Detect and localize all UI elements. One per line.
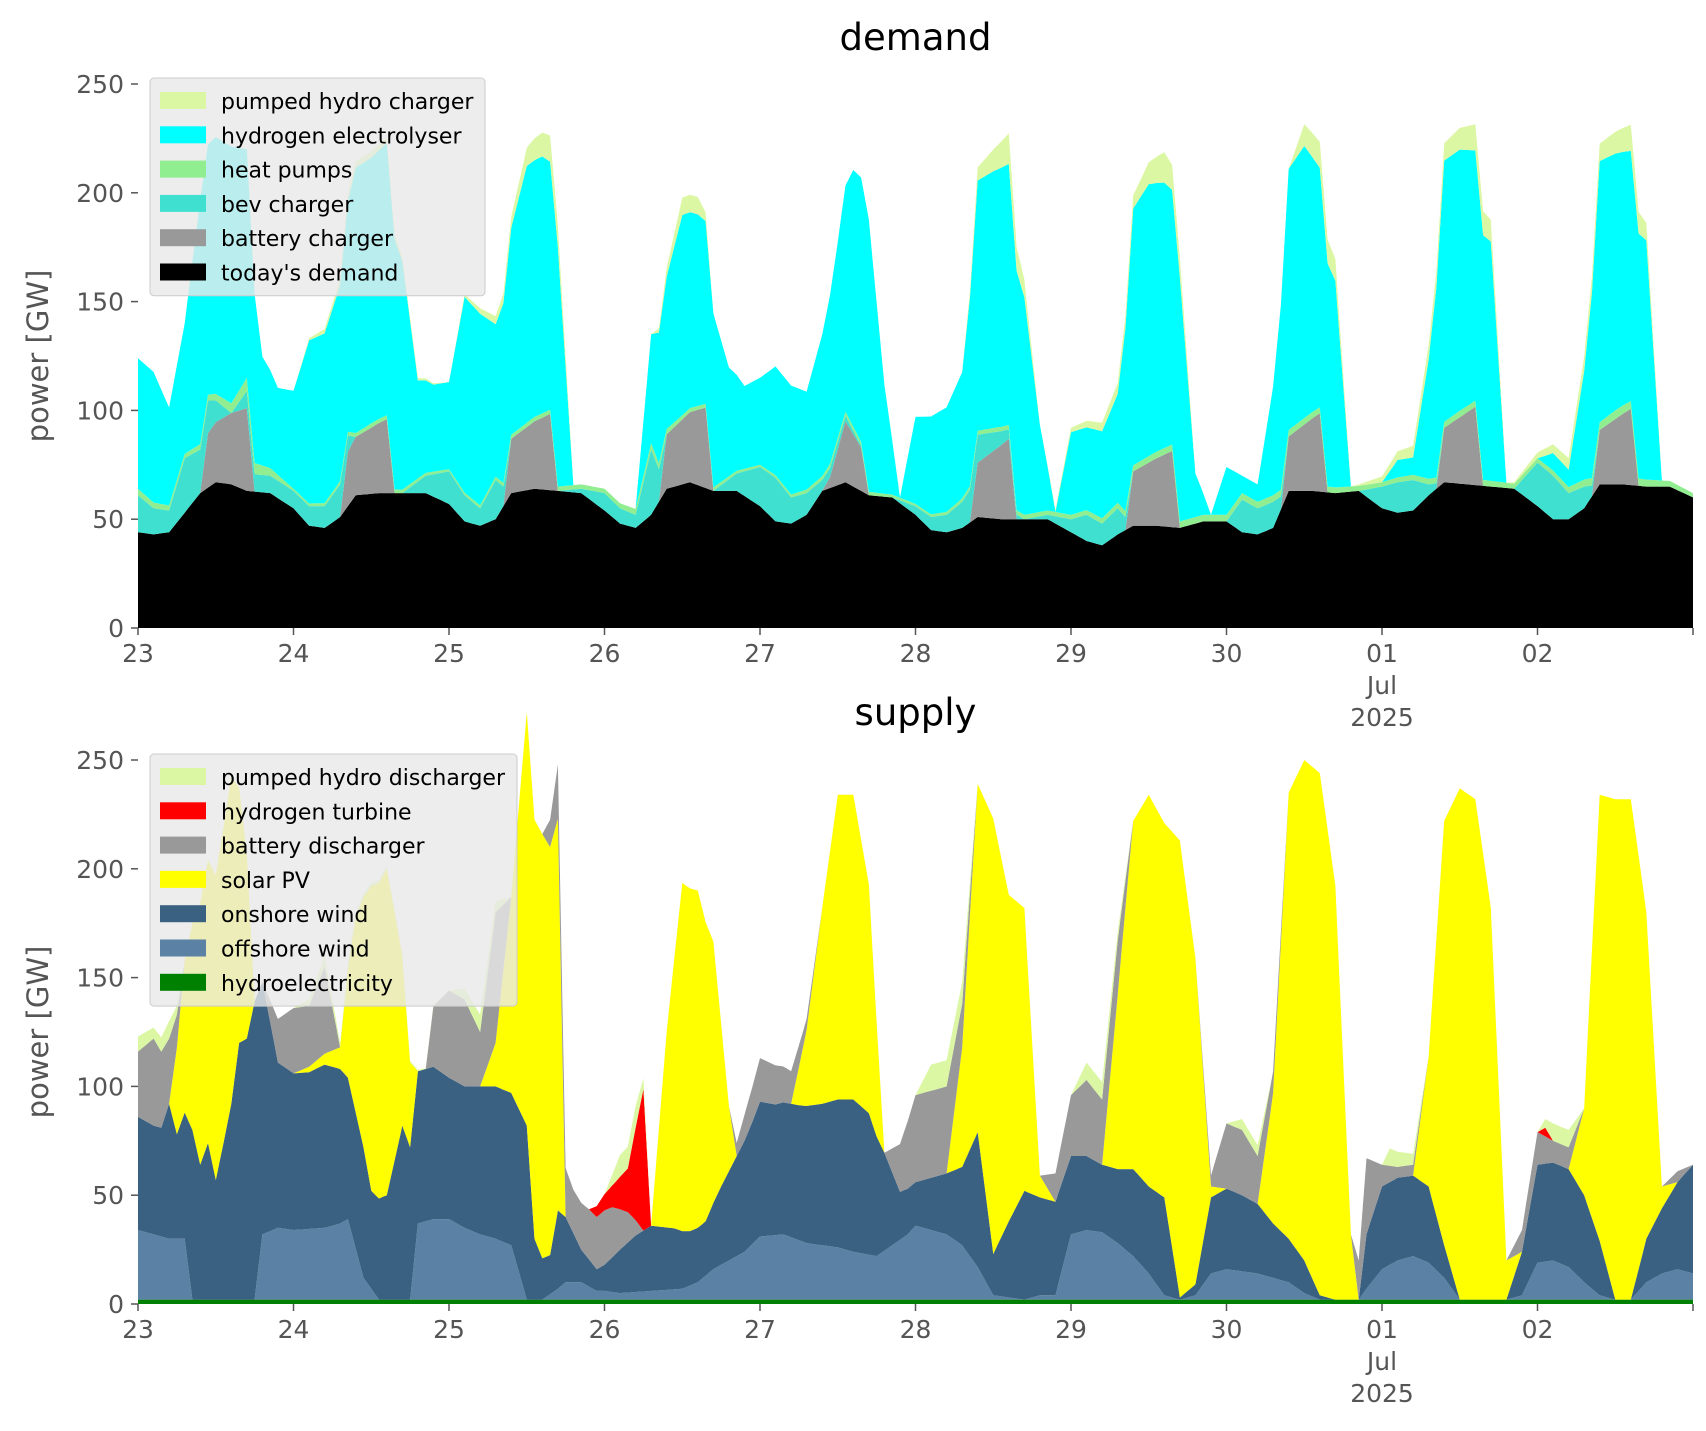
x-tick-label: 24 — [278, 639, 310, 668]
x-tick-label: 27 — [744, 1315, 776, 1344]
x-tick-label: 01 — [1366, 1315, 1398, 1344]
legend-label: pumped hydro discharger — [221, 766, 506, 791]
legend-box — [149, 77, 486, 297]
y-tick-label: 150 — [76, 288, 124, 317]
y-tick-label: 100 — [76, 396, 124, 425]
x-tick-label: 23 — [122, 639, 154, 668]
y-tick-label: 250 — [76, 70, 124, 99]
legend-swatch — [160, 263, 206, 281]
x-tick-label: 01 — [1366, 639, 1398, 668]
legend-item-battery-discharger: battery discharger — [160, 835, 426, 860]
legend-swatch — [160, 194, 206, 212]
legend-item-pumped-hydro-charger: pumped hydro charger — [160, 90, 474, 115]
x-tick-label: 30 — [1211, 639, 1243, 668]
legend-label: today's demand — [221, 262, 398, 287]
y-axis-label: power [GW] — [21, 946, 55, 1119]
legend-swatch — [160, 126, 206, 144]
area-today-s-demand — [138, 482, 1693, 628]
legend-label: battery discharger — [221, 835, 426, 860]
area-hydroelectricity — [138, 1299, 1693, 1304]
legend-item-pumped-hydro-discharger: pumped hydro discharger — [160, 766, 506, 791]
x-tick-label: 02 — [1522, 1315, 1554, 1344]
legend-item-bev-charger: bev charger — [160, 193, 354, 218]
y-tick-label: 250 — [76, 746, 124, 775]
x-tick-label: 26 — [589, 1315, 621, 1344]
legend-item-hydrogen-turbine: hydrogen turbine — [160, 800, 412, 825]
area-bev-charger — [138, 390, 1693, 546]
legend-label: solar PV — [221, 869, 310, 894]
x-tick-label: 30 — [1211, 1315, 1243, 1344]
x-tick-label: 25 — [433, 1315, 465, 1344]
legend-swatch — [160, 768, 206, 785]
legend-box — [149, 753, 518, 1007]
y-tick-label: 50 — [92, 505, 124, 534]
legend-swatch — [160, 870, 206, 888]
area-hydrogen-electrolyser — [138, 137, 1693, 522]
x-tick-label: 28 — [900, 639, 932, 668]
y-tick-label: 0 — [108, 1290, 124, 1319]
legend-item-solar-pv: solar PV — [160, 869, 310, 894]
y-tick-label: 200 — [76, 855, 124, 884]
chart-title: demand — [840, 16, 992, 59]
y-tick-label: 0 — [108, 614, 124, 643]
legend-label: heat pumps — [221, 159, 352, 184]
legend-item-battery-charger: battery charger — [160, 227, 394, 252]
legend-label: hydrogen electrolyser — [221, 124, 462, 149]
y-tick-label: 100 — [76, 1072, 124, 1101]
legend-swatch — [160, 973, 206, 991]
area-solar-pv — [138, 712, 1693, 1300]
legend-swatch — [160, 160, 206, 178]
y-tick-label: 200 — [76, 179, 124, 208]
x-tick-label: 27 — [744, 639, 776, 668]
x-tick-label: 29 — [1055, 1315, 1087, 1344]
legend-swatch — [160, 229, 206, 247]
legend-swatch — [160, 836, 206, 854]
x-tick-label: 29 — [1055, 639, 1087, 668]
legend-label: offshore wind — [221, 938, 370, 963]
y-tick-label: 50 — [92, 1181, 124, 1210]
legend-label: battery charger — [221, 227, 394, 252]
legend: pumped hydro charger hydrogen electrolyse… — [149, 77, 486, 297]
legend-label: pumped hydro charger — [221, 90, 474, 115]
area-battery-charger — [138, 406, 1693, 546]
x-tick-label: 23 — [122, 1315, 154, 1344]
legend-label: hydrogen turbine — [221, 800, 412, 825]
area-onshore-wind — [138, 982, 1693, 1300]
legend-item-offshore-wind: offshore wind — [160, 938, 370, 963]
legend-swatch — [160, 905, 206, 923]
legend-swatch — [160, 92, 206, 109]
legend-item-onshore-wind: onshore wind — [160, 903, 368, 928]
demand-chart: demand power [GW] 0 50 100 150 200 250 23 24 25 26 2… — [21, 16, 1694, 732]
legend: pumped hydro discharger hydrogen turbine b… — [149, 753, 518, 1007]
x-tick-label: 25 — [433, 639, 465, 668]
legend-swatch — [160, 939, 206, 957]
y-axis-label: power [GW] — [21, 270, 55, 443]
x-tick-label: 2025 — [1350, 1379, 1414, 1408]
chart-title: supply — [855, 691, 977, 734]
x-tick-label: 02 — [1522, 639, 1554, 668]
legend-label: onshore wind — [221, 903, 368, 928]
legend-label: bev charger — [221, 193, 354, 218]
x-tick-label: 28 — [900, 1315, 932, 1344]
x-tick-label: Jul — [1365, 1347, 1397, 1376]
supply-chart: supply power [GW] 0 50 100 150 200 250 23 24 25 26 2… — [21, 691, 1694, 1408]
x-tick-label: Jul — [1365, 671, 1397, 700]
legend-swatch — [160, 802, 206, 820]
y-tick-label: 150 — [76, 964, 124, 993]
legend-item-today-s-demand: today's demand — [160, 262, 398, 287]
legend-label: hydroelectricity — [221, 972, 393, 997]
x-tick-label: 26 — [589, 639, 621, 668]
legend-item-hydrogen-electrolyser: hydrogen electrolyser — [160, 124, 462, 149]
x-tick-label: 2025 — [1350, 703, 1414, 732]
area-offshore-wind — [138, 1219, 1693, 1300]
area-layers — [138, 124, 1693, 628]
legend-item-heat-pumps: heat pumps — [160, 159, 352, 184]
legend-item-hydroelectricity: hydroelectricity — [160, 972, 393, 997]
x-tick-label: 24 — [278, 1315, 310, 1344]
